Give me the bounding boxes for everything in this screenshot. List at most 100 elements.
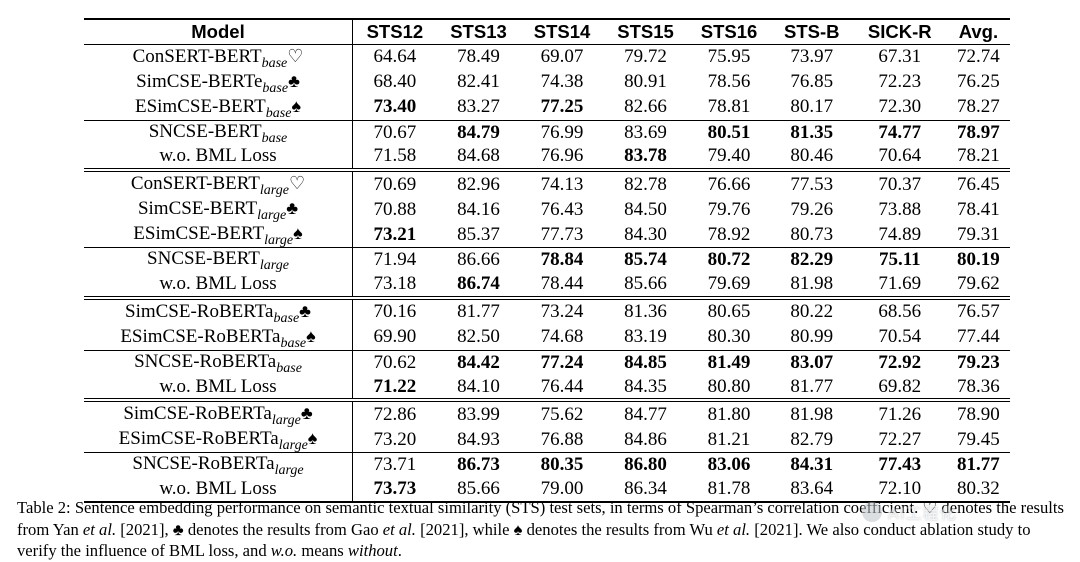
- score-cell: 81.80: [687, 398, 771, 428]
- model-name-cell: SimCSE-RoBERTabase♣: [84, 295, 353, 326]
- watermark-text: AI工程化: [888, 504, 957, 523]
- score-cell: 76.88: [540, 428, 584, 450]
- score-cell: 79.23: [946, 349, 1010, 375]
- score-cell: 84.10: [457, 375, 500, 397]
- spade-symbol: ♠: [306, 325, 316, 346]
- score-cell: 85.37: [457, 223, 500, 245]
- column-header-sts14: STS14: [520, 17, 604, 45]
- model-name: ConSERT-BERT: [130, 173, 260, 195]
- table-row: SimCSE-BERTebase♣ 68.40 82.41 74.38 80.91 78.…: [84, 69, 1010, 96]
- score-cell: 80.91: [624, 71, 667, 93]
- score-cell: 78.44: [540, 272, 584, 294]
- score-cell: 80.17: [790, 96, 834, 118]
- score-cell: 80.51: [687, 119, 771, 145]
- score-cell: 77.25: [540, 96, 584, 118]
- score-cell: 84.35: [624, 375, 667, 397]
- score-cell: 73.88: [878, 198, 922, 220]
- table-header-row: Model STS12 STS13 STS14 STS15 STS16 STS-B SICK-…: [84, 17, 1010, 45]
- score-cell: 73.71: [352, 452, 437, 478]
- model-name: SimCSE-BERT: [137, 198, 258, 220]
- score-cell: 84.30: [624, 223, 667, 245]
- model-name-cell: SNCSE-RoBERTabase: [84, 349, 353, 376]
- caption-etal-2: et al.: [382, 519, 416, 539]
- score-cell: 86.34: [603, 477, 688, 503]
- model-name-cell: SNCSE-RoBERTalarge: [84, 452, 353, 478]
- score-cell: 70.16: [352, 295, 437, 325]
- score-cell: 83.69: [603, 119, 688, 145]
- score-cell: 84.31: [770, 452, 853, 478]
- score-cell: 74.68: [540, 326, 584, 348]
- score-cell: 78.41: [957, 198, 1000, 220]
- score-cell: 78.27: [957, 96, 1000, 118]
- model-size-subscript: base: [261, 55, 288, 71]
- results-table: Model STS12 STS13 STS14 STS15 STS16 STS-B SICK-…: [84, 17, 1010, 503]
- score-cell: 79.00: [520, 477, 604, 503]
- score-cell: 71.26: [852, 398, 947, 428]
- score-cell: 77.53: [770, 168, 853, 198]
- score-cell: 80.99: [790, 326, 834, 348]
- score-cell: 71.94: [352, 247, 437, 273]
- score-cell: 80.46: [790, 145, 834, 167]
- score-cell: 83.78: [624, 145, 667, 167]
- caption-text-6: .: [397, 541, 402, 560]
- score-cell: 74.13: [520, 168, 604, 198]
- model-name: ESimCSE-RoBERTa: [118, 428, 279, 450]
- score-cell: 73.20: [373, 428, 417, 450]
- score-cell: 84.77: [603, 398, 688, 428]
- club-symbol: ♣: [300, 403, 313, 424]
- score-cell: 84.42: [436, 349, 521, 375]
- score-cell: 73.24: [520, 295, 604, 325]
- model-name: SNCSE-BERT: [148, 120, 262, 142]
- score-cell: 80.19: [946, 247, 1010, 273]
- model-name-cell: ConSERT-BERTlarge♡: [84, 168, 353, 198]
- caption-without: without: [347, 541, 398, 560]
- score-cell: 77.43: [852, 452, 947, 478]
- column-header-sts16: STS16: [687, 17, 771, 45]
- score-cell: 82.78: [603, 168, 688, 198]
- model-name: ESimCSE-RoBERTa: [120, 325, 281, 347]
- score-cell: 78.84: [520, 247, 604, 273]
- score-cell: 64.64: [373, 46, 417, 68]
- model-name: SimCSE-RoBERTa: [125, 300, 274, 322]
- score-cell: 78.92: [707, 223, 751, 245]
- score-cell: 82.41: [457, 71, 500, 93]
- caption-wo: w.o.: [270, 541, 298, 560]
- score-cell: 86.80: [603, 452, 688, 478]
- score-cell: 82.50: [457, 326, 500, 348]
- heart-symbol: ♡: [287, 45, 304, 66]
- table-row: SimCSE-BERTlarge♣ 70.88 84.16 76.43 84.50 79.…: [84, 197, 1010, 223]
- score-cell: 73.73: [352, 477, 437, 503]
- model-name: SNCSE-BERT: [147, 248, 260, 270]
- wechat-icon: [862, 502, 882, 522]
- model-size-subscript: large: [259, 258, 289, 274]
- score-cell: 76.57: [946, 295, 1010, 325]
- model-name-cell: w.o. BML Loss: [84, 374, 353, 401]
- score-cell: 86.74: [457, 272, 500, 294]
- caption-text-3: [2021], while ♠ denotes the results from…: [415, 519, 717, 539]
- score-cell: 80.73: [790, 223, 834, 245]
- model-name-cell: ESimCSE-BERTbase♠: [84, 94, 353, 121]
- spade-symbol: ♠: [293, 223, 303, 244]
- model-name: SimCSE-BERTe: [136, 70, 263, 92]
- score-cell: 79.45: [957, 428, 1000, 450]
- score-cell: 70.64: [878, 145, 922, 167]
- model-name-cell: SimCSE-BERTlarge♣: [84, 197, 353, 223]
- model-name-cell: w.o. BML Loss: [84, 272, 353, 298]
- score-cell: 84.16: [457, 198, 500, 220]
- score-cell: 85.74: [603, 247, 688, 273]
- score-cell: 67.31: [878, 46, 922, 68]
- score-cell: 80.30: [707, 326, 751, 348]
- score-cell: 81.98: [790, 272, 834, 294]
- model-size-subscript: base: [280, 335, 307, 351]
- score-cell: 74.89: [878, 223, 922, 245]
- score-cell: 82.66: [624, 96, 667, 118]
- table-row: ConSERT-BERTlarge♡ 70.69 82.96 74.13 82.78 76…: [84, 168, 1010, 198]
- score-cell: 69.07: [540, 46, 584, 68]
- club-symbol: ♣: [288, 70, 300, 91]
- model-name: w.o. BML Loss: [159, 145, 277, 167]
- score-cell: 80.80: [707, 375, 751, 397]
- score-cell: 71.69: [878, 272, 922, 294]
- score-cell: 71.58: [373, 145, 417, 167]
- score-cell: 73.40: [373, 96, 417, 118]
- score-cell: 86.73: [436, 452, 521, 478]
